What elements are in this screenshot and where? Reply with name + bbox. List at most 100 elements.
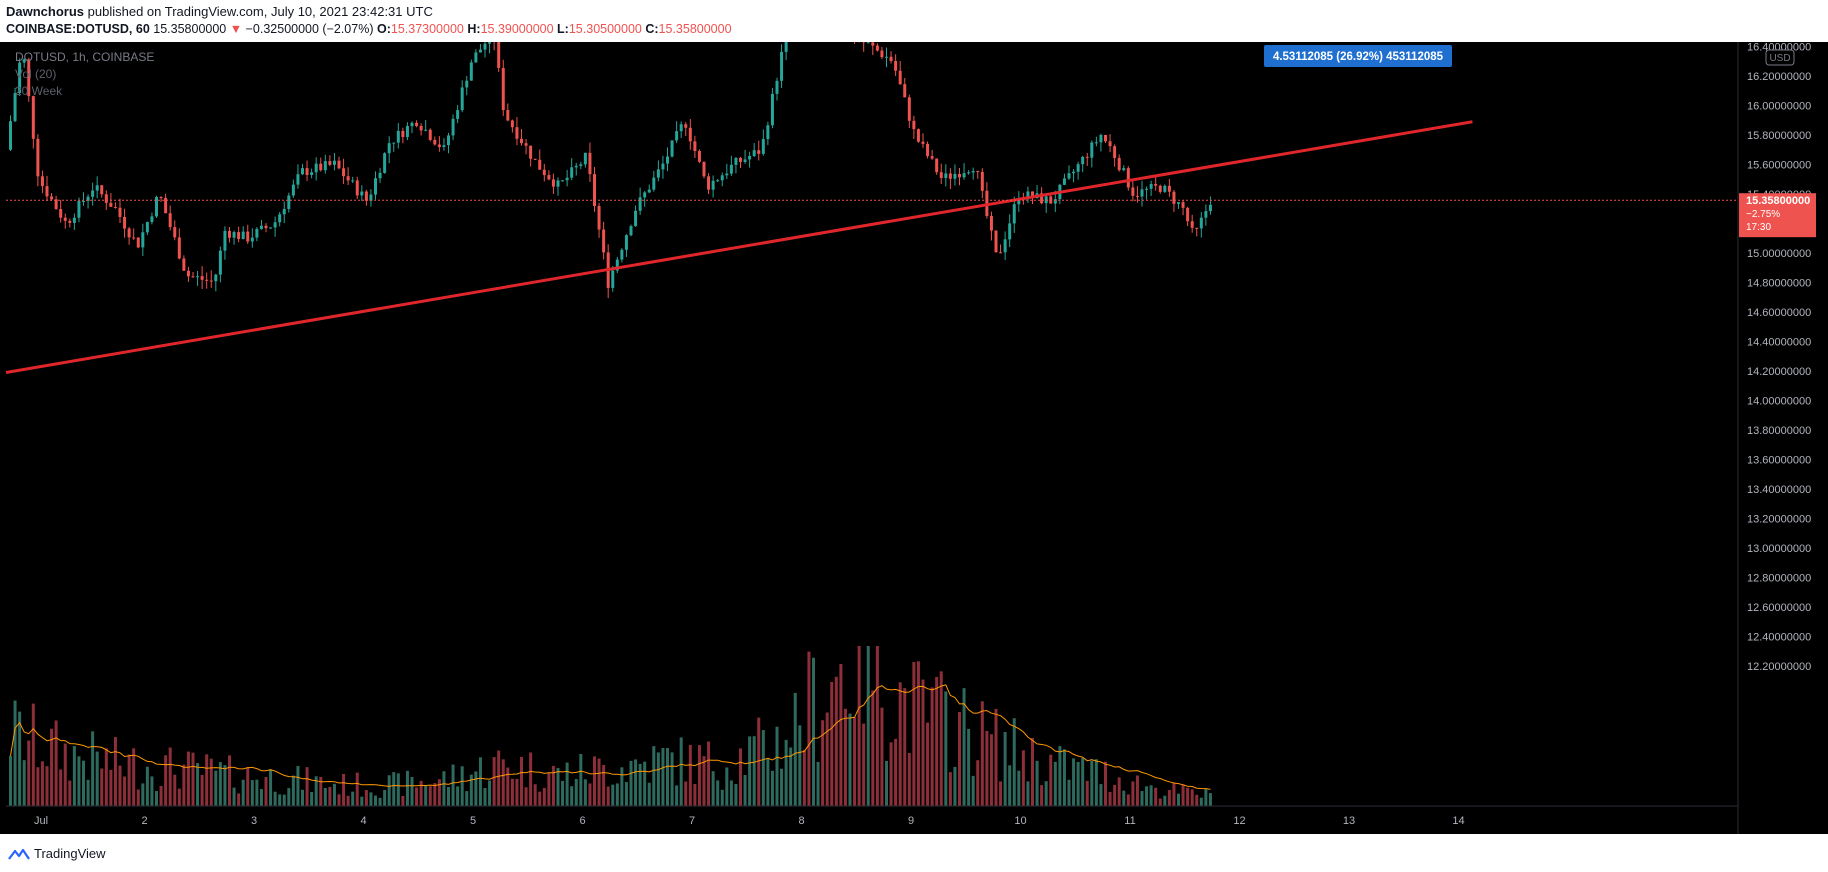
volume-bar (177, 788, 181, 806)
time-tick-label: 14 (1452, 815, 1464, 827)
candle-body (332, 160, 336, 165)
candle-body (100, 185, 104, 195)
volume-bar (821, 720, 825, 806)
price-tick-label: 16.00000000 (1747, 101, 1811, 113)
volume-bar (1044, 781, 1048, 806)
low-label: L: (557, 22, 569, 36)
volume-bar (930, 687, 934, 806)
change-arrow-icon: ▼ (229, 22, 243, 36)
volume-bar (186, 751, 190, 806)
candle-body (474, 52, 478, 63)
candle-body (264, 225, 268, 229)
volume-bar (1163, 795, 1167, 806)
candle-body (109, 202, 113, 207)
volume-bar (1158, 798, 1162, 806)
legend-volume[interactable]: Vol (20) (15, 67, 56, 81)
price-tick-label: 12.60000000 (1747, 602, 1811, 614)
volume-bar (506, 767, 510, 806)
volume-bar (1177, 793, 1180, 806)
candle-body (994, 230, 998, 253)
volume-bar (145, 766, 149, 806)
volume-bar (9, 755, 12, 806)
candle-body (542, 169, 546, 176)
candle-body (894, 61, 898, 71)
volume-bar (994, 708, 998, 806)
volume-bar (529, 752, 533, 806)
price-tick-label: 14.80000000 (1747, 278, 1811, 290)
volume-bar (118, 765, 122, 806)
candle-body (1031, 191, 1034, 199)
candle-body (127, 228, 131, 238)
candle-body (136, 237, 140, 248)
volume-bar (999, 781, 1003, 806)
currency-badge[interactable]: USD (1765, 49, 1795, 66)
candle-body (1145, 188, 1149, 190)
candle-body (488, 42, 492, 44)
candle-body (1122, 168, 1126, 171)
volume-bar (273, 791, 277, 806)
volume-bar (77, 756, 81, 806)
volume-bar (447, 786, 450, 806)
candle-body (1104, 134, 1107, 142)
tradingview-logo-icon (8, 848, 30, 860)
volume-bar (634, 759, 638, 806)
candle-body (967, 172, 971, 174)
volume-bar (967, 728, 971, 806)
candle-body (364, 191, 368, 201)
author-name[interactable]: Dawnchorus (6, 4, 85, 19)
candle-body (456, 110, 460, 119)
volume-bar (191, 752, 195, 806)
candle-body (9, 121, 12, 150)
candle-body (77, 200, 81, 218)
volume-bar (392, 772, 396, 806)
candle-body (246, 231, 250, 242)
volume-bar (319, 776, 323, 806)
volume-bar (643, 761, 647, 806)
legend-extra[interactable]: 20 Week (15, 84, 63, 98)
volume-bar (291, 775, 295, 806)
price-chart[interactable]: 16.40000000 16.20000000 16.00000000 15.8000… (0, 42, 1828, 834)
candle-body (1081, 156, 1085, 165)
candle-body (95, 185, 99, 191)
volume-bar (807, 651, 811, 806)
volume-bar (853, 717, 857, 806)
time-tick-label: 9 (908, 815, 914, 827)
candle-body (1186, 207, 1190, 222)
candle-body (1094, 142, 1098, 144)
candle-body (944, 173, 948, 179)
volume-bar (629, 760, 633, 806)
trendline[interactable] (5, 120, 1473, 374)
brand-name[interactable]: TradingView (34, 846, 106, 861)
volume-bar (237, 793, 241, 806)
candle-body (702, 161, 706, 177)
candle-body (916, 129, 920, 142)
volume-bar (13, 700, 17, 806)
time-tick-label: 12 (1233, 815, 1245, 827)
candle-body (118, 207, 122, 217)
candle-body (889, 56, 893, 62)
volume-bar (269, 769, 273, 806)
legend-series[interactable]: DOTUSD, 1h, COINBASE (15, 50, 154, 64)
price-tick-label: 14.00000000 (1747, 396, 1811, 408)
candle-body (926, 143, 930, 157)
volume-bar (310, 792, 314, 806)
candle-body (561, 180, 565, 182)
volume-bar (743, 774, 747, 806)
last-price: 15.35800000 (153, 22, 227, 36)
volume-bar (1195, 794, 1199, 806)
volume-bar (323, 788, 327, 806)
price-tick-label: 16.40000000 (1747, 42, 1811, 54)
volume-bar (50, 728, 54, 806)
measure-label[interactable]: 4.53112085 (26.92%) 453112085 (1264, 45, 1452, 67)
candle-body (54, 199, 58, 210)
candle-body (205, 279, 209, 281)
time-axis[interactable]: Jul 2 3 4 5 6 7 8 9 10 11 12 13 14 (34, 815, 1465, 827)
price-change: −0.32500000 (−2.07%) (245, 22, 374, 36)
volume-bar (424, 785, 428, 806)
candle-body (583, 152, 587, 165)
volume-bar (802, 749, 806, 806)
candle-body (629, 226, 633, 236)
candle-body (346, 176, 350, 181)
candle-body (250, 237, 254, 242)
volume-bar (770, 770, 774, 806)
